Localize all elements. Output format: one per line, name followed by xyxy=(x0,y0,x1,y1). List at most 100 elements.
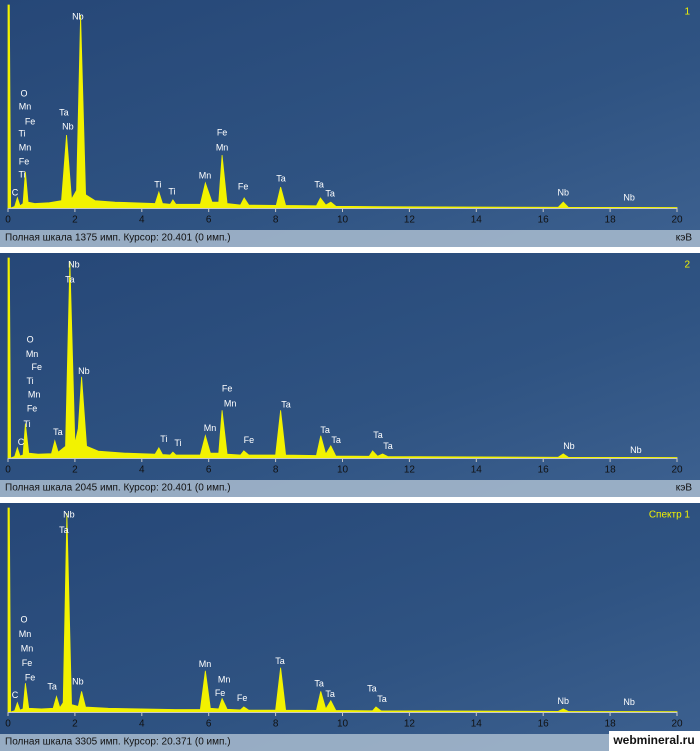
spectrum-panel: 0 2 4 6 8 10 12 14 16 18 20NbTaOMnFeTiMnFeTiCNbTaT… xyxy=(0,253,700,497)
peak-label: Nb xyxy=(630,445,642,455)
peak-label: Ta xyxy=(325,188,335,198)
peak-label: Ta xyxy=(373,430,383,440)
spectrum-panel: 0 2 4 6 8 10 12 14 16 18 20NbOMnFeTiMnFeTiCTaNbTiT… xyxy=(0,0,700,247)
peak-label: Ta xyxy=(383,441,393,451)
peak-label: Mn xyxy=(19,629,32,639)
spectrum xyxy=(7,257,678,459)
status-text: Полная шкала 1375 имп. Курсор: 20.401 (0… xyxy=(5,233,231,244)
peak-label: Ta xyxy=(314,179,324,189)
peak-label: Nb xyxy=(558,187,570,197)
peak-label: Ta xyxy=(47,682,57,692)
x-tick-label: 12 xyxy=(404,215,416,226)
peak-label: Mn xyxy=(199,659,212,669)
peak-label: Ti xyxy=(18,128,25,138)
peak-label: Ti xyxy=(154,179,161,189)
peak-label: Ta xyxy=(320,425,330,435)
x-tick-label: 20 xyxy=(671,719,683,730)
peak-label: C xyxy=(12,187,19,197)
peak-label: Ti xyxy=(18,169,25,179)
peak-label: Nb xyxy=(78,366,90,376)
peak-label: Ta xyxy=(325,689,335,699)
peak-label: Mn xyxy=(199,170,212,180)
peak-label: Fe xyxy=(27,404,38,414)
peak-label: Nb xyxy=(563,441,575,451)
x-tick-label: 6 xyxy=(206,719,212,730)
peak-label: O xyxy=(21,88,28,98)
peak-label: Ta xyxy=(281,400,291,410)
x-tick-label: 16 xyxy=(538,719,550,730)
peak-label: C xyxy=(12,690,19,700)
x-tick-label: 18 xyxy=(605,215,617,226)
peak-label: Nb xyxy=(623,192,635,202)
x-tick-label: 8 xyxy=(273,465,279,476)
x-tick-label: 10 xyxy=(337,719,349,730)
panel-background xyxy=(0,0,700,247)
spectrum xyxy=(7,507,678,713)
peak-label: Nb xyxy=(62,121,74,131)
x-tick-label: 14 xyxy=(471,719,483,730)
x-tick-label: 2 xyxy=(72,465,78,476)
peak-label: Ta xyxy=(331,435,341,445)
peak-label: Fe xyxy=(22,658,33,668)
peak-label: Ti xyxy=(160,434,167,444)
peak-label: Ta xyxy=(276,173,286,183)
peak-label: Fe xyxy=(222,383,233,393)
x-tick-label: 18 xyxy=(605,719,617,730)
peak-label: Mn xyxy=(218,674,231,684)
x-tick-label: 6 xyxy=(206,215,212,226)
spectrum-title: 1 xyxy=(684,7,690,18)
peak-label: Ti xyxy=(168,186,175,196)
peak-label: Ta xyxy=(367,684,377,694)
peak-label: Ti xyxy=(23,419,30,429)
peak-label: Nb xyxy=(72,11,84,21)
peak-label: Nb xyxy=(68,260,80,270)
peak-label: Ta xyxy=(314,679,324,689)
x-tick-label: 20 xyxy=(671,215,683,226)
peak-label: Mn xyxy=(216,142,229,152)
watermark-box xyxy=(609,731,700,751)
x-tick-label: 10 xyxy=(337,215,349,226)
x-tick-label: 12 xyxy=(404,465,416,476)
x-tick-label: 2 xyxy=(72,215,78,226)
spectrum xyxy=(7,4,678,209)
peak-label: Fe xyxy=(25,116,36,126)
peak-label: Mn xyxy=(224,399,237,409)
peak-label: Ti xyxy=(26,376,33,386)
peak-label: Nb xyxy=(72,677,84,687)
x-tick-label: 8 xyxy=(273,719,279,730)
status-bar xyxy=(0,734,700,751)
peak-label: Mn xyxy=(21,644,34,654)
x-tick-label: 12 xyxy=(404,719,416,730)
x-tick-label: 14 xyxy=(471,215,483,226)
peak-label: O xyxy=(21,615,28,625)
peak-label: Fe xyxy=(217,127,228,137)
peak-label: Fe xyxy=(215,688,226,698)
peak-label: Mn xyxy=(19,142,32,152)
status-bar xyxy=(0,230,700,247)
x-tick-label: 0 xyxy=(5,719,11,730)
x-tick-label: 0 xyxy=(5,215,11,226)
x-tick-label: 14 xyxy=(471,465,483,476)
peak-label: Fe xyxy=(19,156,30,166)
status-text: Полная шкала 3305 имп. Курсор: 20.371 (0… xyxy=(5,737,231,748)
x-tick-label: 16 xyxy=(538,215,550,226)
x-tick-label: 0 xyxy=(5,465,11,476)
peak-label: Ta xyxy=(65,275,75,285)
peak-label: Nb xyxy=(623,697,635,707)
peak-label: Ti xyxy=(174,438,181,448)
x-tick-label: 2 xyxy=(72,719,78,730)
peak-label: Ta xyxy=(53,427,63,437)
peak-label: Mn xyxy=(204,423,217,433)
spectrum-title: 2 xyxy=(684,260,690,271)
x-tick-label: 16 xyxy=(538,465,550,476)
status-text: Полная шкала 2045 имп. Курсор: 20.401 (0… xyxy=(5,483,231,494)
panel-background xyxy=(0,253,700,497)
spectrum-panel: 0 2 4 6 8 10 12 14 16 18 20 Nb Ta O Mn Mn Fe Fe C Ta Nb Mn Mn F… xyxy=(0,503,700,751)
peak-label: Fe xyxy=(32,362,43,372)
x-tick-label: 4 xyxy=(139,215,145,226)
peak-label: Fe xyxy=(237,693,248,703)
peak-label: Fe xyxy=(244,435,255,445)
x-tick-label: 18 xyxy=(605,465,617,476)
peak-label: Fe xyxy=(25,672,36,682)
x-axis-unit: кэВ xyxy=(676,233,693,244)
